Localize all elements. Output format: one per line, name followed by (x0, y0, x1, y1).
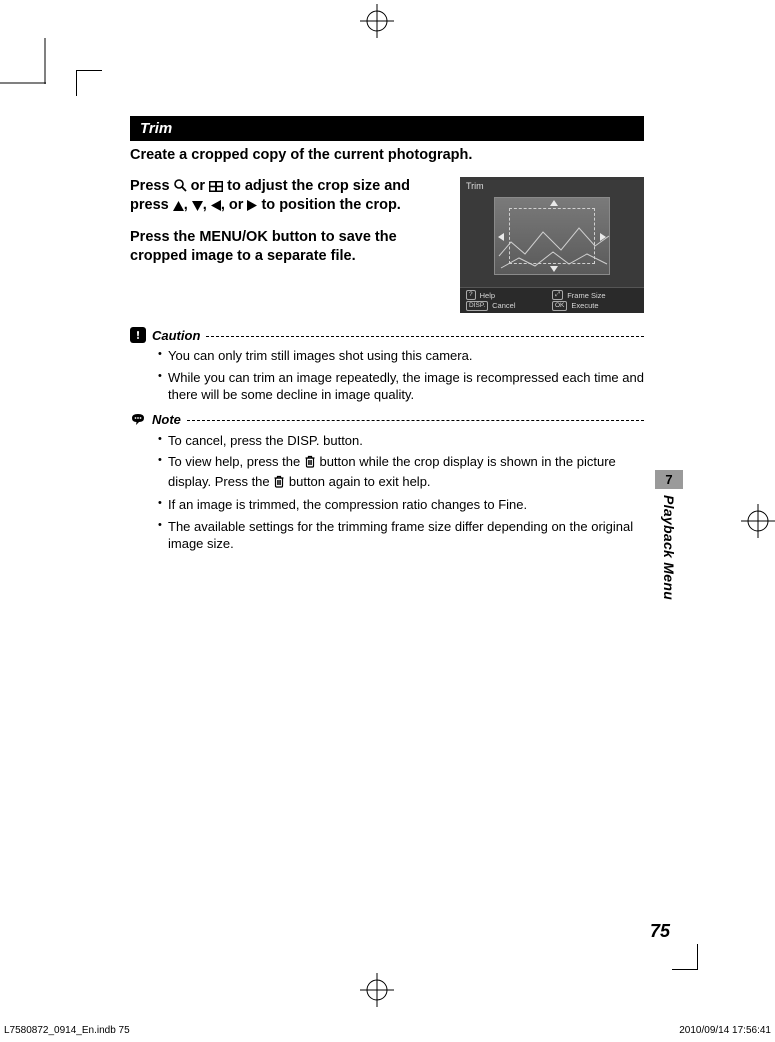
instruction-2: Press the MENU/OK button to save the cro… (130, 228, 442, 265)
lcd-cancel: DISP.Cancel (466, 301, 552, 312)
note-item: The available settings for the trimming … (158, 518, 644, 553)
up-arrow-icon (173, 201, 184, 211)
section-intro: Create a cropped copy of the current pho… (130, 147, 644, 163)
lcd-execute: OKExecute (552, 301, 638, 312)
note-item: To view help, press the button while the… (158, 453, 644, 492)
trash-icon (304, 455, 316, 473)
thumbnail-grid-icon (209, 181, 223, 192)
imposition-filename: L7580872_0914_En.indb 75 (4, 1025, 130, 1036)
trash-icon (273, 475, 285, 493)
trim-corner-tl (76, 70, 102, 96)
caution-heading: Caution (130, 327, 644, 343)
note-heading: Note (130, 412, 644, 428)
down-arrow-icon (192, 201, 203, 211)
note-icon (130, 412, 146, 428)
left-arrow-icon (211, 200, 221, 211)
registration-mark-right (741, 504, 775, 543)
chapter-label: Playback Menu (661, 495, 677, 600)
section-header: Trim (130, 116, 644, 141)
trim-corner-br (672, 944, 698, 970)
note-item: If an image is trimmed, the compression … (158, 496, 644, 514)
section-title: Trim (136, 120, 176, 137)
chapter-number: 7 (655, 470, 683, 489)
lcd-preview: Trim ?Help ⤢Frame Size DISP.Cancel (460, 177, 644, 313)
note-list: To cancel, press the DISP. button. To vi… (130, 432, 644, 553)
caution-item: You can only trim still images shot usin… (158, 347, 644, 365)
caution-item: While you can trim an image repeatedly, … (158, 369, 644, 404)
chapter-tab: 7 Playback Menu (655, 470, 683, 600)
imposition-timestamp: 2010/09/14 17:56:41 (679, 1025, 771, 1036)
caution-label: Caution (152, 328, 200, 343)
registration-mark-top (360, 4, 394, 43)
lcd-framesize: ⤢Frame Size (552, 290, 638, 301)
caution-list: You can only trim still images shot usin… (130, 347, 644, 404)
note-item: To cancel, press the DISP. button. (158, 432, 644, 450)
caution-icon (130, 327, 146, 343)
page: Trim Create a cropped copy of the curren… (76, 70, 698, 970)
magnify-icon (174, 179, 187, 192)
crop-mark (0, 38, 60, 98)
page-number: 75 (650, 921, 670, 942)
instruction-1: Press or to adjust the crop size and pre… (130, 177, 442, 214)
lcd-image-area (494, 197, 610, 275)
lcd-help: ?Help (466, 290, 552, 301)
registration-mark-bottom (360, 973, 394, 1012)
lcd-title: Trim (466, 181, 484, 191)
lcd-footer-bar: ?Help ⤢Frame Size DISP.Cancel OKExecute (460, 287, 644, 313)
note-label: Note (152, 412, 181, 427)
right-arrow-icon (247, 200, 257, 211)
